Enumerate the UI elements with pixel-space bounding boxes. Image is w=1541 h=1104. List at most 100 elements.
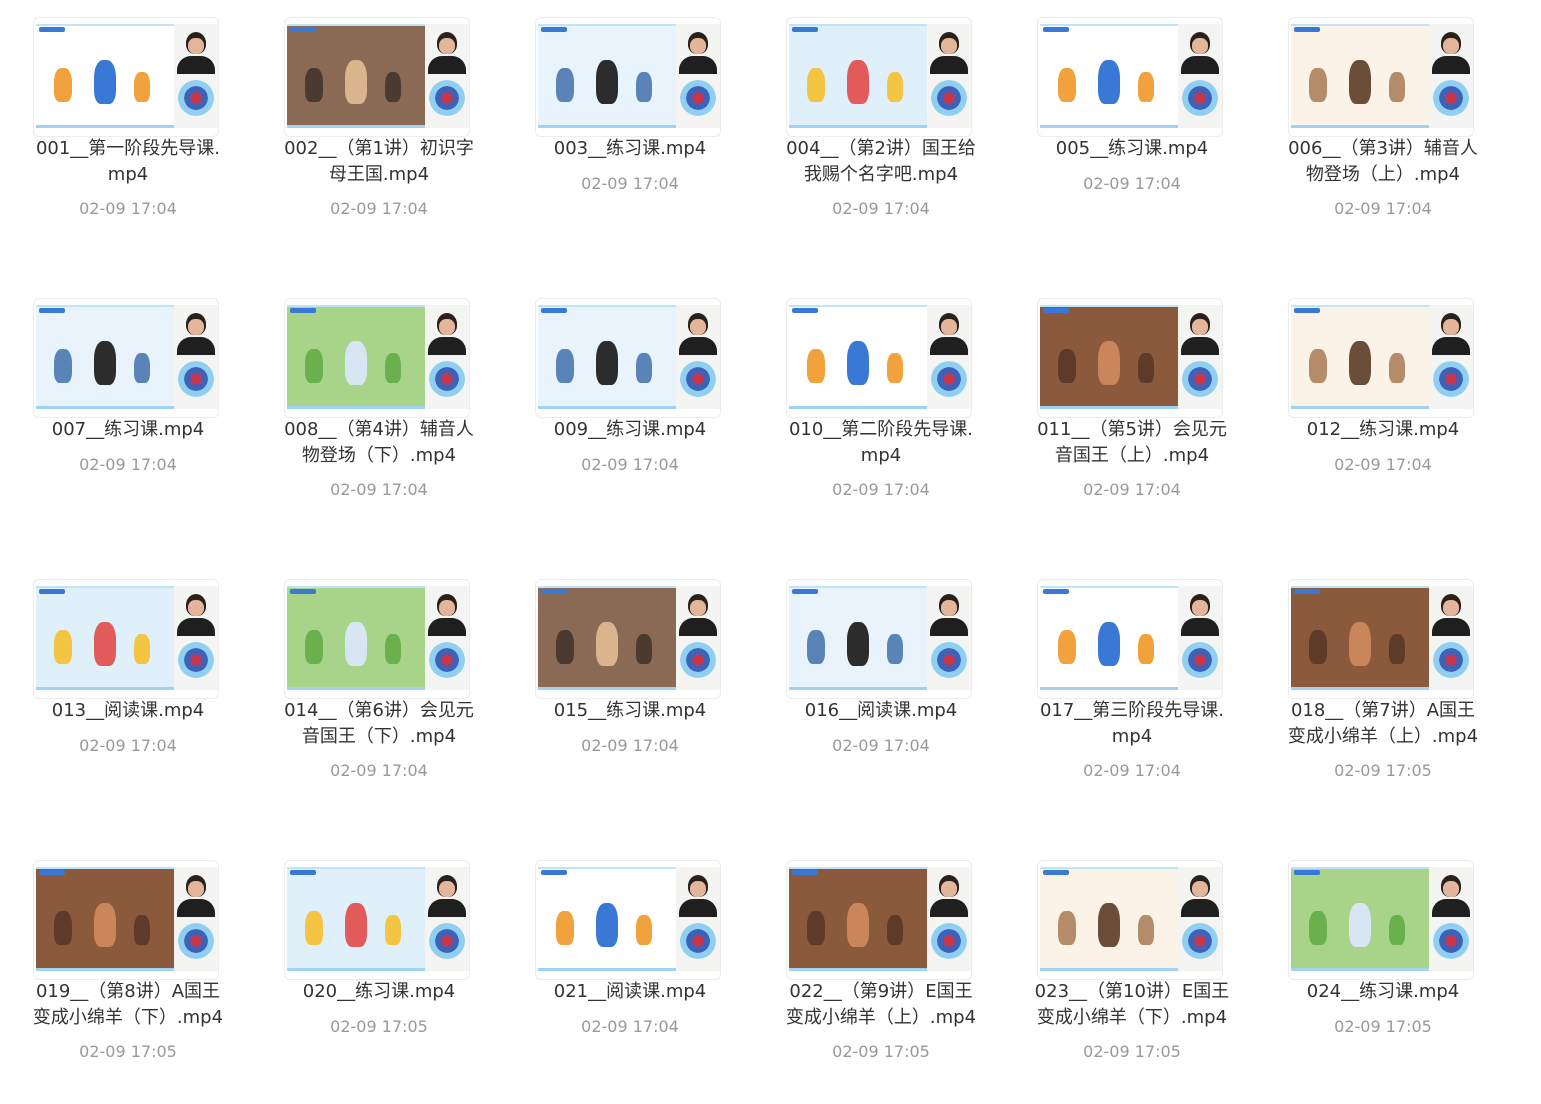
course-badge-icon: [178, 80, 214, 116]
file-item[interactable]: 013__阅读课.mp4 02-09 17:04: [0, 562, 220, 822]
file-name[interactable]: 010__第二阶段先导课. mp4: [783, 417, 979, 469]
file-name[interactable]: 009__练习课.mp4: [532, 417, 728, 443]
video-thumbnail[interactable]: [284, 298, 470, 418]
file-name[interactable]: 003__练习课.mp4: [532, 136, 728, 162]
file-item[interactable]: 015__练习课.mp4 02-09 17:04: [502, 562, 722, 822]
file-name[interactable]: 007__练习课.mp4: [30, 417, 226, 443]
file-item[interactable]: 006__（第3讲）辅音人 物登场（上）.mp4 02-09 17:04: [1255, 0, 1478, 260]
file-item[interactable]: 011__（第5讲）会见元 音国王（上）.mp4 02-09 17:04: [1004, 281, 1227, 541]
file-name[interactable]: 020__练习课.mp4: [281, 979, 477, 1005]
teacher-camera-overlay: [174, 586, 218, 690]
file-name[interactable]: 015__练习课.mp4: [532, 698, 728, 724]
video-thumbnail[interactable]: [1288, 860, 1474, 980]
cartoon-figure-icon: [807, 68, 825, 102]
file-item[interactable]: 005__练习课.mp4 02-09 17:04: [1004, 0, 1224, 260]
video-thumbnail[interactable]: [786, 579, 972, 699]
file-name[interactable]: 017__第三阶段先导课. mp4: [1034, 698, 1230, 750]
file-name[interactable]: 021__阅读课.mp4: [532, 979, 728, 1005]
cartoon-figure-icon: [556, 911, 574, 945]
slide-preview: [538, 867, 676, 971]
cartoon-figure-icon: [94, 903, 116, 947]
course-badge-icon: [680, 361, 716, 397]
file-item[interactable]: 004__（第2讲）国王给 我赐个名字吧.mp4 02-09 17:04: [753, 0, 976, 260]
video-thumbnail[interactable]: [33, 860, 219, 980]
file-name[interactable]: 019__（第8讲）A国王 变成小绵羊（下）.mp4: [30, 979, 226, 1031]
video-thumbnail[interactable]: [1288, 579, 1474, 699]
video-thumbnail[interactable]: [535, 298, 721, 418]
file-item[interactable]: 016__阅读课.mp4 02-09 17:04: [753, 562, 973, 822]
cartoon-figure-icon: [1389, 353, 1405, 383]
cartoon-figure-icon: [134, 72, 150, 102]
video-thumbnail[interactable]: [1037, 298, 1223, 418]
file-item[interactable]: 020__练习课.mp4 02-09 17:05: [251, 843, 471, 1103]
file-item[interactable]: 017__第三阶段先导课. mp4 02-09 17:04: [1004, 562, 1224, 822]
video-thumbnail[interactable]: [33, 17, 219, 137]
file-item[interactable]: 007__练习课.mp4 02-09 17:04: [0, 281, 220, 541]
file-item[interactable]: 001__第一阶段先导课. mp4 02-09 17:04: [0, 0, 220, 260]
file-name[interactable]: 018__（第7讲）A国王 变成小绵羊（上）.mp4: [1285, 698, 1481, 750]
video-thumbnail[interactable]: [1288, 17, 1474, 137]
brand-logo-icon: [792, 27, 818, 32]
cartoon-figure-icon: [887, 353, 903, 383]
modified-date: 02-09 17:04: [1083, 761, 1181, 780]
video-thumbnail[interactable]: [33, 298, 219, 418]
teacher-face-icon: [690, 600, 706, 616]
file-item[interactable]: 012__练习课.mp4 02-09 17:04: [1255, 281, 1475, 541]
brand-logo-icon: [1043, 589, 1069, 594]
file-name[interactable]: 011__（第5讲）会见元 音国王（上）.mp4: [1034, 417, 1230, 469]
course-badge-icon: [178, 642, 214, 678]
modified-date: 02-09 17:04: [1083, 480, 1181, 499]
video-thumbnail[interactable]: [284, 17, 470, 137]
file-name[interactable]: 008__（第4讲）辅音人 物登场（下）.mp4: [281, 417, 477, 469]
video-thumbnail[interactable]: [786, 17, 972, 137]
file-item[interactable]: 018__（第7讲）A国王 变成小绵羊（上）.mp4 02-09 17:05: [1255, 562, 1478, 822]
file-name-line-1: 003__练习课.mp4: [553, 138, 707, 159]
video-thumbnail[interactable]: [535, 17, 721, 137]
cartoon-figure-icon: [134, 915, 150, 945]
file-item[interactable]: 021__阅读课.mp4 02-09 17:04: [502, 843, 722, 1103]
slide-preview: [36, 867, 174, 971]
file-name[interactable]: 004__（第2讲）国王给 我赐个名字吧.mp4: [783, 136, 979, 188]
file-item[interactable]: 014__（第6讲）会见元 音国王（下）.mp4 02-09 17:04: [251, 562, 474, 822]
file-item[interactable]: 010__第二阶段先导课. mp4 02-09 17:04: [753, 281, 973, 541]
file-name[interactable]: 012__练习课.mp4: [1285, 417, 1481, 443]
video-thumbnail[interactable]: [535, 860, 721, 980]
video-thumbnail[interactable]: [284, 860, 470, 980]
file-name[interactable]: 001__第一阶段先导课. mp4: [30, 136, 226, 188]
cartoon-figure-icon: [847, 341, 869, 385]
video-thumbnail[interactable]: [535, 579, 721, 699]
teacher-shirt-icon: [428, 56, 466, 74]
video-thumbnail[interactable]: [284, 579, 470, 699]
video-thumbnail[interactable]: [1037, 860, 1223, 980]
teacher-camera-overlay: [927, 305, 971, 409]
file-item[interactable]: 024__练习课.mp4 02-09 17:05: [1255, 843, 1475, 1103]
file-item[interactable]: 002__（第1讲）初识字 母王国.mp4 02-09 17:04: [251, 0, 474, 260]
teacher-camera-overlay: [425, 24, 469, 128]
teacher-camera-overlay: [1429, 586, 1473, 690]
file-item[interactable]: 022__（第9讲）E国王 变成小绵羊（上）.mp4 02-09 17:05: [753, 843, 976, 1103]
file-item[interactable]: 008__（第4讲）辅音人 物登场（下）.mp4 02-09 17:04: [251, 281, 474, 541]
video-thumbnail[interactable]: [1037, 579, 1223, 699]
file-item[interactable]: 023__（第10讲）E国王 变成小绵羊（下）.mp4 02-09 17:05: [1004, 843, 1229, 1103]
course-badge-icon: [429, 361, 465, 397]
file-item[interactable]: 009__练习课.mp4 02-09 17:04: [502, 281, 722, 541]
teacher-camera-overlay: [1178, 867, 1222, 971]
video-thumbnail[interactable]: [1288, 298, 1474, 418]
file-name[interactable]: 005__练习课.mp4: [1034, 136, 1230, 162]
file-item[interactable]: 003__练习课.mp4 02-09 17:04: [502, 0, 722, 260]
slide-preview: [287, 305, 425, 409]
video-thumbnail[interactable]: [786, 298, 972, 418]
file-name[interactable]: 016__阅读课.mp4: [783, 698, 979, 724]
file-name[interactable]: 023__（第10讲）E国王 变成小绵羊（下）.mp4: [1034, 979, 1230, 1031]
file-name[interactable]: 024__练习课.mp4: [1285, 979, 1481, 1005]
file-name[interactable]: 013__阅读课.mp4: [30, 698, 226, 724]
file-name[interactable]: 006__（第3讲）辅音人 物登场（上）.mp4: [1285, 136, 1481, 188]
file-item[interactable]: 019__（第8讲）A国王 变成小绵羊（下）.mp4 02-09 17:05: [0, 843, 223, 1103]
cartoon-figure-icon: [887, 915, 903, 945]
video-thumbnail[interactable]: [33, 579, 219, 699]
file-name[interactable]: 014__（第6讲）会见元 音国王（下）.mp4: [281, 698, 477, 750]
file-name[interactable]: 022__（第9讲）E国王 变成小绵羊（上）.mp4: [783, 979, 979, 1031]
video-thumbnail[interactable]: [1037, 17, 1223, 137]
file-name[interactable]: 002__（第1讲）初识字 母王国.mp4: [281, 136, 477, 188]
video-thumbnail[interactable]: [786, 860, 972, 980]
